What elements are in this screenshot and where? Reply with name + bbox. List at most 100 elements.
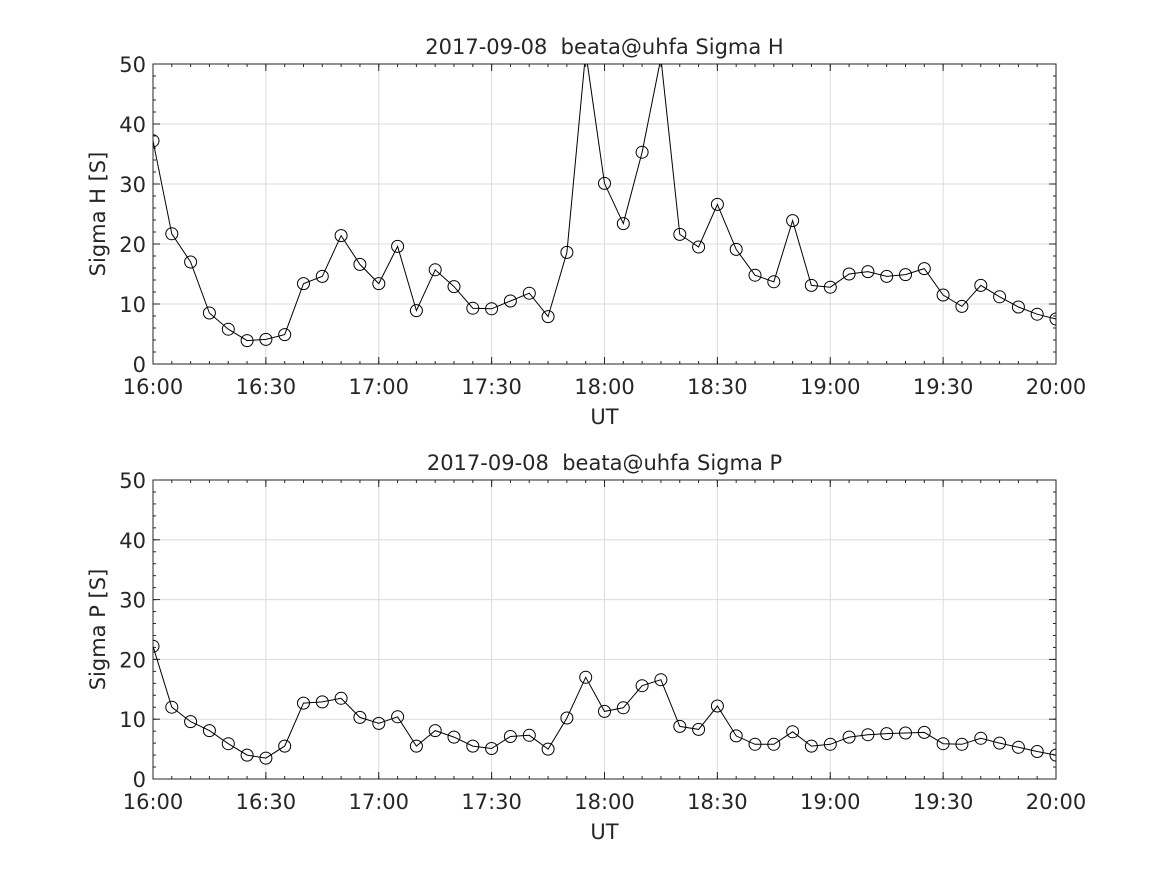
data-point: [899, 268, 912, 282]
x-tick-label: 16:00: [123, 790, 184, 814]
data-point: [861, 728, 875, 742]
data-point: [1011, 300, 1025, 314]
chart-title: 2017-09-08 beata@uhfa Sigma H: [425, 35, 783, 59]
data-point: [993, 736, 1007, 750]
data-point: [165, 227, 179, 241]
data-point: [767, 275, 781, 289]
data-point: [297, 277, 310, 291]
data-point: [804, 739, 818, 753]
data-point: [428, 724, 442, 738]
data-point: [1049, 312, 1056, 326]
data-point: [1011, 740, 1025, 754]
data-point: [409, 739, 423, 753]
data-point: [993, 290, 1007, 304]
x-tick-label: 16:30: [236, 375, 297, 399]
y-tick-label: 0: [133, 768, 146, 792]
data-point: [202, 724, 216, 738]
data-point: [428, 263, 442, 277]
data-point: [823, 737, 837, 751]
data-point: [861, 265, 875, 279]
data-point: [692, 722, 706, 736]
data-point: [560, 711, 574, 725]
y-tick-label: 40: [119, 529, 146, 553]
data-point: [1030, 307, 1044, 321]
x-axis-label: UT: [590, 820, 618, 844]
data-point: [447, 280, 461, 294]
data-point: [1030, 745, 1044, 758]
data-point: [560, 245, 574, 259]
x-tick-label: 19:30: [913, 375, 974, 399]
data-point: [598, 176, 611, 190]
data-point: [202, 306, 216, 320]
data-point: [240, 748, 254, 762]
data-point: [616, 217, 630, 231]
data-point: [1049, 748, 1056, 762]
y-tick-label: 40: [119, 113, 146, 137]
data-point: [729, 242, 743, 256]
data-point: [391, 239, 405, 253]
data-point: [767, 737, 781, 751]
data-point: [899, 726, 912, 740]
data-point: [955, 299, 969, 313]
x-tick-label: 17:00: [348, 375, 409, 399]
data-point: [221, 322, 235, 336]
series-line: [153, 646, 1056, 759]
data-point: [748, 268, 762, 282]
data-point: [278, 328, 292, 342]
chart-title: 2017-09-08 beata@uhfa Sigma P: [427, 451, 782, 475]
data-point: [729, 729, 743, 743]
data-point: [278, 739, 292, 753]
data-point: [710, 699, 724, 713]
x-tick-label: 20:00: [1026, 790, 1087, 814]
y-tick-label: 20: [119, 233, 146, 257]
x-tick-label: 20:00: [1026, 375, 1087, 399]
y-tick-label: 20: [119, 648, 146, 672]
data-point: [710, 197, 724, 211]
data-point: [466, 301, 480, 315]
data-point: [635, 145, 649, 159]
series-1: [153, 639, 1056, 765]
data-point: [221, 737, 235, 751]
data-point: [936, 737, 950, 751]
x-tick-label: 17:30: [461, 375, 522, 399]
data-point: [786, 725, 800, 739]
data-point: [804, 278, 818, 292]
data-point: [974, 731, 988, 745]
x-axis-label: UT: [590, 405, 618, 429]
data-point: [409, 304, 423, 318]
y-tick-label: 50: [119, 53, 146, 77]
data-point: [240, 334, 254, 348]
y-tick-label: 0: [133, 353, 146, 377]
x-tick-label: 18:00: [574, 790, 635, 814]
data-point: [485, 302, 499, 316]
data-point: [184, 715, 198, 729]
data-point: [673, 227, 687, 241]
y-tick-label: 30: [119, 173, 146, 197]
data-point: [936, 288, 950, 302]
data-point: [616, 701, 630, 715]
data-point: [823, 280, 837, 294]
x-tick-label: 17:30: [461, 790, 522, 814]
x-tick-label: 18:00: [574, 375, 635, 399]
data-point: [692, 240, 706, 254]
data-point: [315, 269, 329, 283]
data-point: [635, 679, 649, 693]
data-point: [541, 310, 555, 324]
data-point: [447, 730, 461, 744]
y-tick-label: 50: [119, 469, 146, 493]
data-point: [353, 257, 367, 271]
series-1: [153, 64, 1056, 348]
data-point: [955, 737, 969, 751]
x-tick-label: 18:30: [687, 790, 748, 814]
data-point: [184, 255, 198, 269]
x-tick-label: 17:00: [348, 790, 409, 814]
data-point: [786, 214, 800, 228]
data-point: [153, 639, 160, 653]
chart-panel-1: 16:00 16:30 17:00 17:30 18:00 18:30 19:00 19:30…: [86, 35, 1086, 429]
data-point: [541, 742, 555, 756]
data-point: [579, 670, 593, 684]
data-point: [372, 277, 386, 291]
data-point: [522, 728, 536, 742]
data-point: [673, 719, 687, 733]
data-point: [391, 710, 405, 724]
